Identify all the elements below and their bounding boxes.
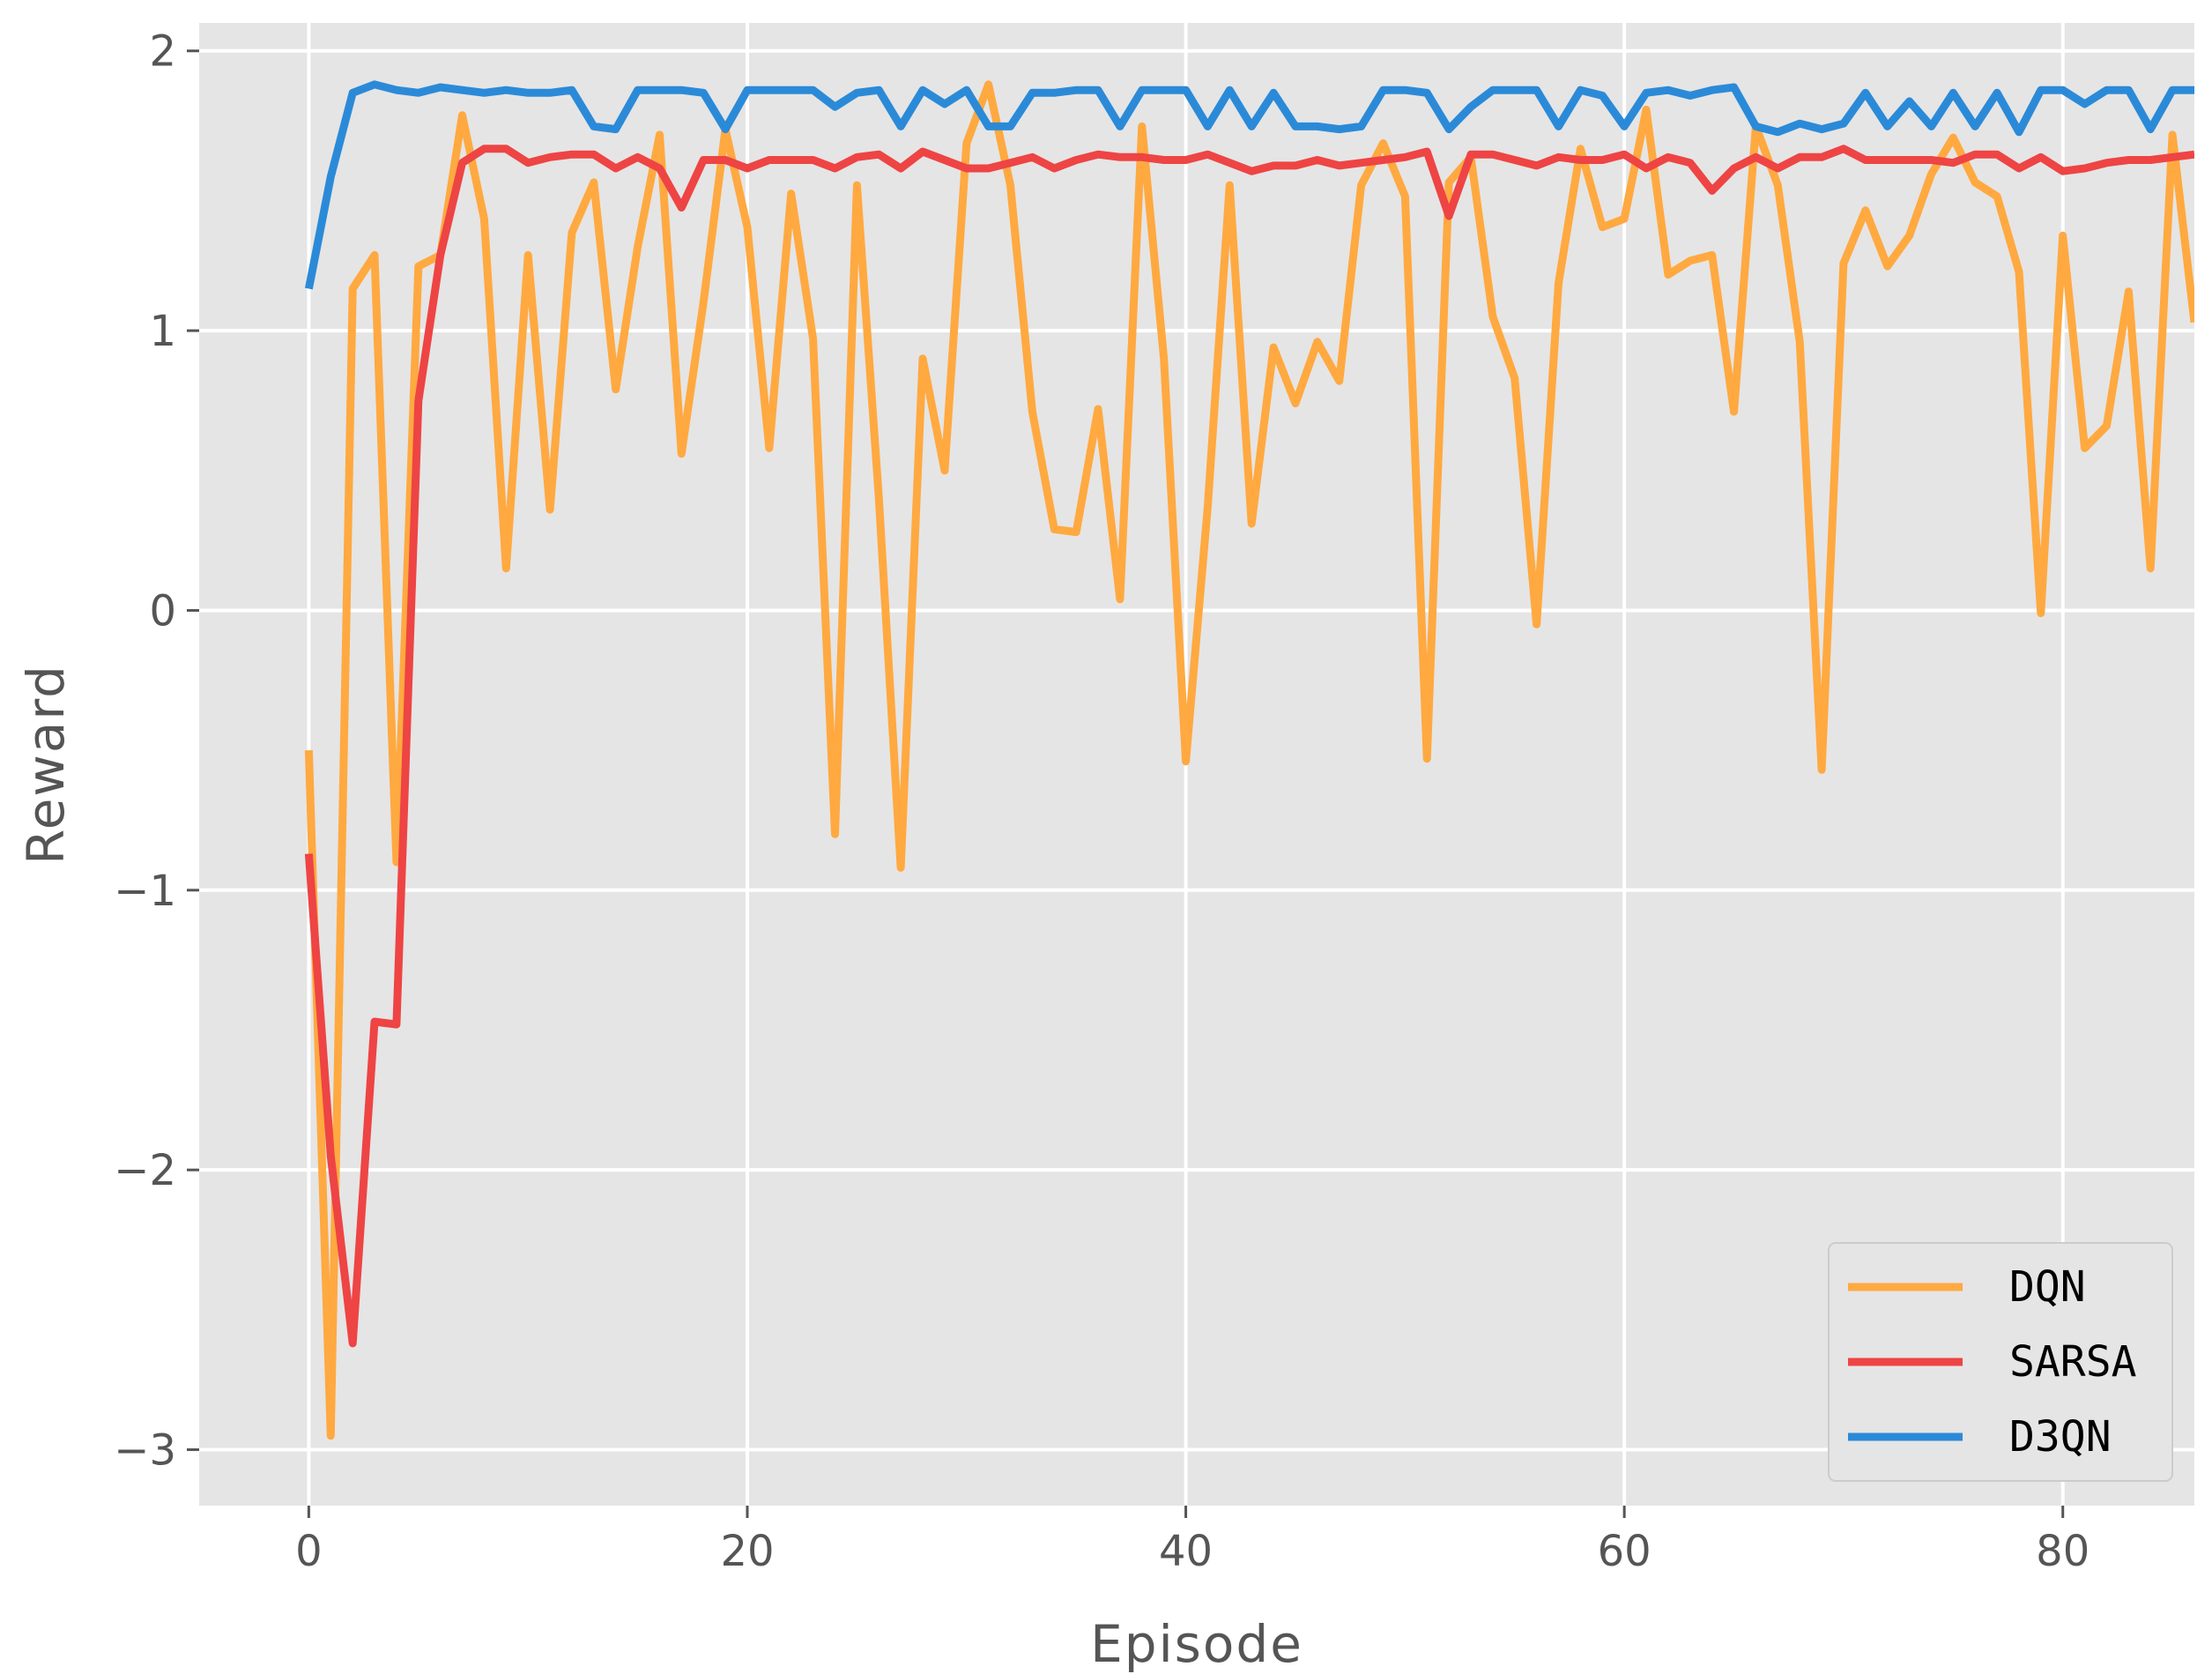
y-tick-label: −2: [114, 1146, 176, 1195]
legend-label-sarsa: SARSA: [2009, 1337, 2137, 1387]
x-tick-label: 60: [1598, 1527, 1652, 1576]
y-axis-label: Reward: [16, 664, 76, 865]
series-layer: [304, 80, 2194, 1440]
legend-label-d3qn: D3QN: [2009, 1412, 2112, 1462]
x-axis-label: Episode: [1090, 1614, 1303, 1674]
y-tick-label: 0: [149, 586, 176, 636]
x-tick-label: 80: [2036, 1527, 2090, 1576]
legend-label-dqn: DQN: [2009, 1262, 2086, 1312]
series-line-dqn: [304, 80, 2194, 1440]
series-line-sarsa: [304, 145, 2194, 1348]
axis-ticks: 0 20 40 60 80 −3 −2 −1 0 1 2: [114, 27, 2090, 1576]
y-tick-label: 1: [149, 307, 176, 356]
legend-box: [1828, 1242, 2173, 1482]
legend: DQN SARSA D3QN: [1828, 1242, 2173, 1482]
x-tick-label: 40: [1159, 1527, 1213, 1576]
x-tick-label: 20: [720, 1527, 774, 1576]
y-tick-label: 2: [149, 27, 176, 77]
y-tick-label: −1: [114, 867, 176, 916]
x-tick-label: 0: [295, 1527, 323, 1576]
series-line-d3qn: [304, 80, 2194, 290]
y-tick-label: −3: [114, 1426, 176, 1476]
